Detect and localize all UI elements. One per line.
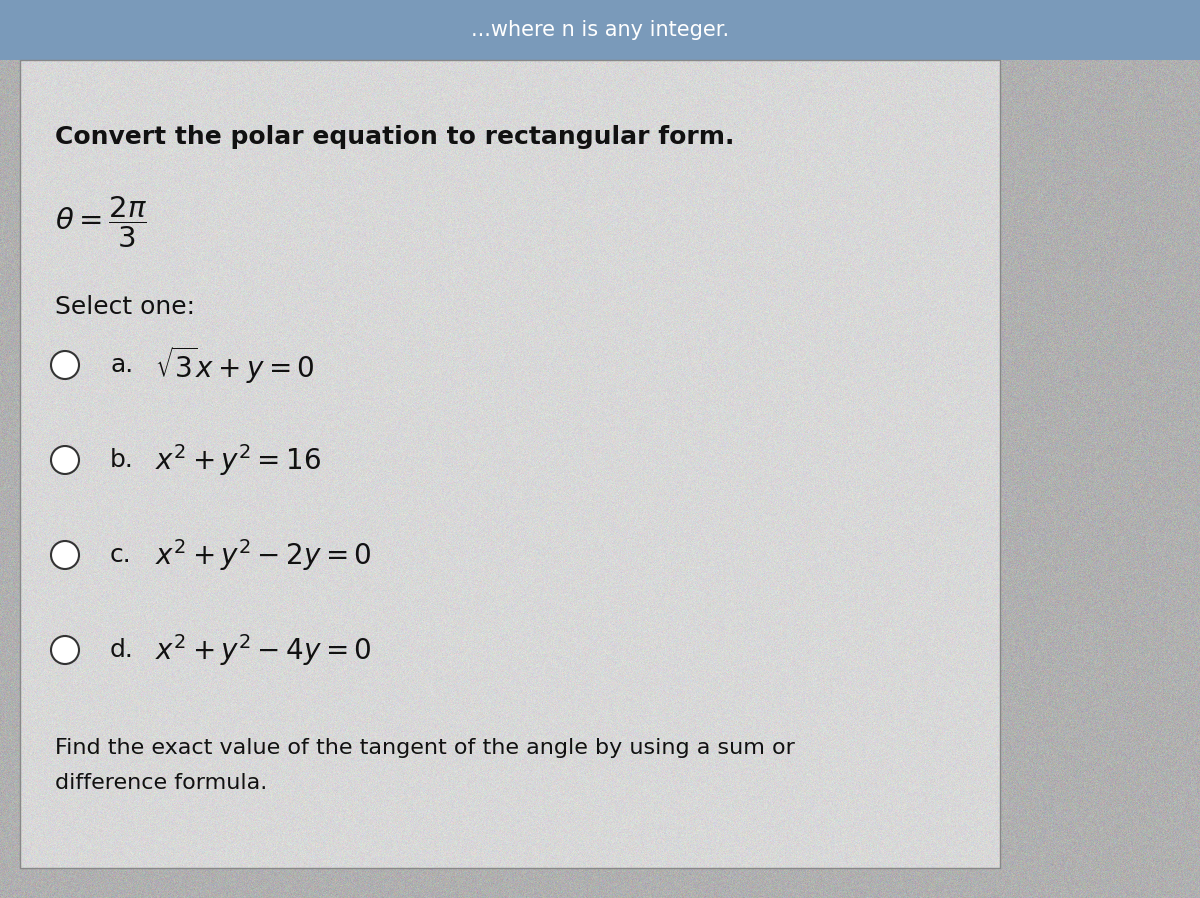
- Text: d.: d.: [110, 638, 134, 662]
- Text: b.: b.: [110, 448, 134, 472]
- Text: difference formula.: difference formula.: [55, 773, 268, 793]
- Circle shape: [50, 541, 79, 569]
- Text: $x^2 + y^2 - 4y = 0$: $x^2 + y^2 - 4y = 0$: [155, 632, 372, 668]
- Text: $\sqrt{3}x + y = 0$: $\sqrt{3}x + y = 0$: [155, 344, 314, 386]
- Text: $\theta = \dfrac{2\pi}{3}$: $\theta = \dfrac{2\pi}{3}$: [55, 195, 148, 251]
- Bar: [0, 0, 1200, 60]
- Text: $x^2 + y^2 - 2y = 0$: $x^2 + y^2 - 2y = 0$: [155, 537, 372, 573]
- Text: a.: a.: [110, 353, 133, 377]
- Circle shape: [50, 636, 79, 664]
- Circle shape: [50, 446, 79, 474]
- Circle shape: [50, 351, 79, 379]
- Text: c.: c.: [110, 543, 132, 567]
- Text: Select one:: Select one:: [55, 295, 194, 319]
- Text: $x^2 + y^2 = 16$: $x^2 + y^2 = 16$: [155, 442, 322, 478]
- Bar: [20, 60, 1000, 868]
- Text: Convert the polar equation to rectangular form.: Convert the polar equation to rectangula…: [55, 125, 734, 149]
- Text: Find the exact value of the tangent of the angle by using a sum or: Find the exact value of the tangent of t…: [55, 738, 794, 758]
- Text: ...where n is any integer.: ...where n is any integer.: [470, 20, 730, 40]
